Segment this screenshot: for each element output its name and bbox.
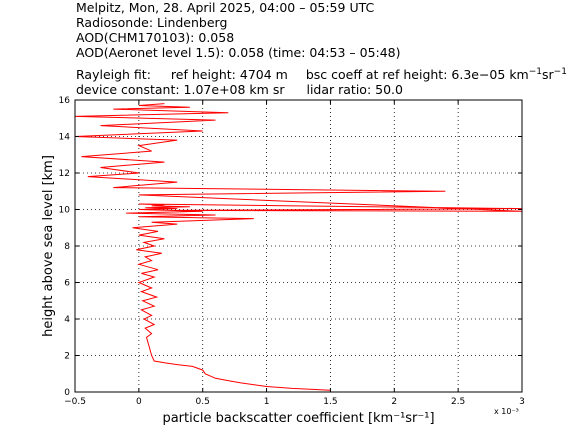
x-tick-label: 2: [391, 397, 397, 407]
y-tick-label: 12: [59, 169, 70, 179]
bsc-coeff-mid: sr: [542, 67, 554, 83]
backscatter-profile: [75, 103, 522, 391]
header-line-4: AOD(Aeronet level 1.5): 0.058 (time: 04:…: [76, 45, 401, 60]
bsc-coeff-prefix: bsc coeff at ref height: 6.3e−05 km: [305, 67, 529, 83]
bsc-coeff: bsc coeff at ref height: 6.3e−05 km−1sr−…: [305, 67, 567, 83]
axes-frame: [74, 99, 523, 393]
x-axis-ticks: −0.5 0 0.5 1 1.5 2 2.5 3: [64, 100, 525, 407]
y-tick-label: 14: [59, 133, 71, 143]
y-tick-label: 6: [64, 279, 70, 289]
device-constant: device constant: 1.07e+08 km sr: [76, 82, 285, 97]
x-tick-label: 0.5: [196, 397, 210, 407]
grid-lines: [75, 100, 522, 392]
x-tick-label: 2.5: [451, 397, 465, 407]
y-tick-label: 2: [64, 352, 70, 362]
x-tick-label: 0: [136, 397, 142, 407]
header-line-2: Radiosonde: Lindenberg: [76, 15, 228, 30]
header-line-3: AOD(CHM170103): 0.058: [76, 30, 235, 45]
y-axis-ticks: 0 2 4 6 8 10 12 14 16: [59, 96, 522, 398]
y-tick-label: 16: [59, 96, 71, 106]
x-tick-label: −0.5: [64, 397, 86, 407]
ref-height: ref height: 4704 m: [170, 67, 288, 83]
y-tick-label: 8: [64, 242, 70, 252]
x-tick-label: 3: [519, 397, 525, 407]
x-tick-label: 1.5: [323, 397, 337, 407]
lidar-ratio: lidar ratio: 50.0: [306, 82, 403, 97]
x-tick-label: 1: [264, 397, 270, 407]
x-multiplier: x 10⁻³: [494, 407, 519, 416]
x-axis-label: particle backscatter coefficient [km⁻¹sr…: [162, 411, 434, 426]
y-tick-label: 0: [64, 388, 70, 398]
header-line-6: device constant: 1.07e+08 km sr lidar ra…: [76, 82, 403, 97]
backscatter-series-line: [75, 103, 522, 391]
y-axis-label: height above sea level [km]: [41, 155, 56, 337]
y-tick-label: 4: [64, 315, 70, 325]
rayleigh-label: Rayleigh fit:: [76, 67, 151, 83]
header-line-5: Rayleigh fit: ref height: 4704 m bsc coe…: [76, 65, 567, 82]
y-tick-label: 10: [59, 206, 71, 216]
header-line-1: Melpitz, Mon, 28. April 2025, 04:00 – 05…: [76, 0, 375, 15]
